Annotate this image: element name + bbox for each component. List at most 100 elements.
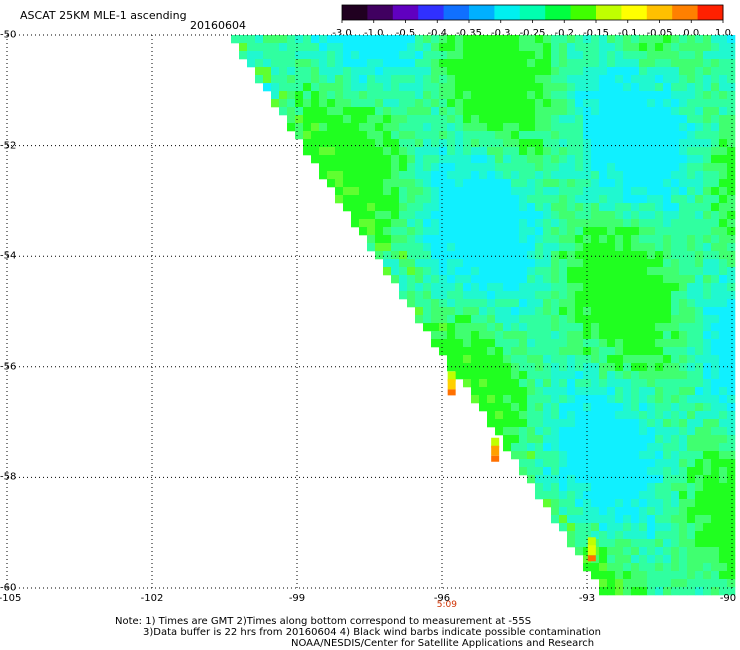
swath-cell bbox=[407, 243, 416, 252]
swath-cell bbox=[471, 107, 480, 116]
swath-cell bbox=[719, 235, 728, 244]
swath-cell bbox=[559, 171, 568, 180]
swath-cell bbox=[431, 243, 440, 252]
swath-cell bbox=[279, 43, 288, 52]
swath-cell bbox=[567, 443, 576, 452]
swath-cell bbox=[351, 147, 360, 156]
colorbar-swatch bbox=[545, 5, 572, 20]
swath-cell bbox=[543, 115, 552, 124]
swath-cell bbox=[519, 323, 528, 332]
swath-cell bbox=[439, 59, 448, 68]
swath-cell bbox=[711, 219, 720, 228]
swath-cell bbox=[567, 35, 576, 44]
swath-cell bbox=[727, 427, 736, 436]
swath-cell bbox=[695, 563, 704, 572]
swath-cell bbox=[663, 211, 672, 220]
swath-cell bbox=[303, 75, 312, 84]
swath-cell bbox=[711, 427, 720, 436]
swath-cell bbox=[559, 131, 568, 140]
swath-cell bbox=[535, 331, 544, 340]
swath-cell bbox=[519, 411, 528, 420]
swath-cell bbox=[391, 67, 400, 76]
swath-cell bbox=[663, 523, 672, 532]
swath-cell bbox=[527, 67, 536, 76]
swath-cell bbox=[631, 155, 640, 164]
swath-cell bbox=[567, 499, 576, 508]
swath-cell bbox=[559, 259, 568, 268]
swath-cell bbox=[495, 411, 504, 420]
swath-cell bbox=[495, 267, 504, 276]
swath-cell bbox=[495, 43, 504, 52]
swath-cell bbox=[599, 51, 608, 60]
swath-cell bbox=[479, 171, 488, 180]
product-title: ASCAT 25KM MLE-1 ascending bbox=[20, 9, 187, 22]
swath-cell bbox=[551, 323, 560, 332]
swath-cell bbox=[631, 395, 640, 404]
swath-cell bbox=[479, 131, 488, 140]
swath-cell bbox=[535, 427, 544, 436]
swath-cell bbox=[671, 43, 680, 52]
swath-cell bbox=[439, 219, 448, 228]
swath-cell bbox=[311, 155, 320, 164]
swath-cell bbox=[415, 243, 424, 252]
swath-cell bbox=[559, 75, 568, 84]
swath-cell bbox=[639, 131, 648, 140]
swath-cell bbox=[535, 99, 544, 108]
swath-cell bbox=[399, 195, 408, 204]
swath-cell bbox=[375, 219, 384, 228]
swath-cell bbox=[655, 275, 664, 284]
swath-cell bbox=[399, 59, 408, 68]
swath-cell bbox=[591, 155, 600, 164]
swath-cell bbox=[415, 283, 424, 292]
swath-cell bbox=[327, 83, 336, 92]
swath-cell bbox=[511, 91, 520, 100]
swath-cell bbox=[719, 563, 728, 572]
swath-cell bbox=[631, 171, 640, 180]
swath-cell bbox=[391, 211, 400, 220]
swath-cell bbox=[655, 459, 664, 468]
swath-cell bbox=[711, 571, 720, 580]
swath-cell bbox=[703, 323, 712, 332]
swath-cell bbox=[591, 491, 600, 500]
swath-cell bbox=[463, 331, 472, 340]
swath-cell bbox=[527, 59, 536, 68]
swath-cell bbox=[407, 291, 416, 300]
swath-cell bbox=[439, 99, 448, 108]
swath-cell bbox=[455, 163, 464, 172]
swath-cell bbox=[543, 499, 552, 508]
swath-cell bbox=[575, 59, 584, 68]
swath-cell bbox=[647, 43, 656, 52]
swath-cell bbox=[487, 67, 496, 76]
swath-cell bbox=[439, 211, 448, 220]
swath-cell bbox=[479, 283, 488, 292]
swath-cell bbox=[367, 187, 376, 196]
swath-cell bbox=[407, 211, 416, 220]
swath-cell bbox=[663, 267, 672, 276]
swath-cell bbox=[727, 235, 736, 244]
swath-cell bbox=[551, 235, 560, 244]
swath-cell bbox=[639, 427, 648, 436]
swath-cell bbox=[455, 339, 464, 348]
swath-cell bbox=[607, 155, 616, 164]
swath-cell bbox=[623, 179, 632, 188]
swath-cell bbox=[591, 507, 600, 516]
swath-cell bbox=[719, 587, 728, 596]
swath-cell bbox=[599, 307, 608, 316]
swath-cell bbox=[639, 403, 648, 412]
swath-cell bbox=[375, 243, 384, 252]
swath-cell bbox=[575, 283, 584, 292]
swath-cell bbox=[535, 315, 544, 324]
swath-cell bbox=[407, 131, 416, 140]
swath-cell bbox=[431, 171, 440, 180]
swath-cell bbox=[727, 347, 736, 356]
swath-cell bbox=[615, 299, 624, 308]
swath-cell bbox=[463, 155, 472, 164]
swath-cell bbox=[239, 35, 248, 44]
swath-cell bbox=[535, 267, 544, 276]
swath-cell bbox=[479, 147, 488, 156]
swath-cell bbox=[679, 283, 688, 292]
swath-cell bbox=[607, 43, 616, 52]
swath-cell bbox=[527, 435, 536, 444]
swath-cell bbox=[391, 155, 400, 164]
swath-cell bbox=[639, 195, 648, 204]
